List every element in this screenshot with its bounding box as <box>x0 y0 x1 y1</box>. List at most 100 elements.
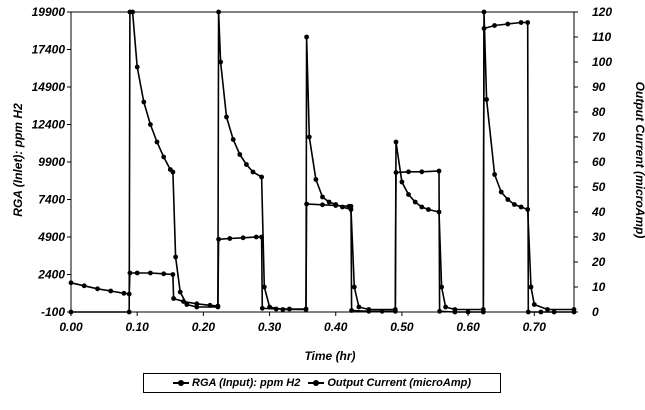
series-1-point-12 <box>177 289 183 295</box>
y2-tick-label: 0 <box>592 305 599 319</box>
series-1-point-51 <box>481 9 487 15</box>
series-1-point-60 <box>531 302 537 307</box>
series-1-point-37 <box>356 304 362 310</box>
x-axis-title: Time (hr) <box>304 349 355 363</box>
series-0-point-44 <box>505 21 511 27</box>
y2-tick-label: 100 <box>592 55 612 69</box>
series-0-point-36 <box>419 169 425 175</box>
series-1-point-39 <box>392 307 398 312</box>
series-1-point-58 <box>525 207 531 212</box>
series-0-point-43 <box>492 23 497 28</box>
y2-axis-title: Output Current (microAmp) <box>633 82 645 239</box>
series-1-point-30 <box>313 177 319 182</box>
series-1-point-56 <box>512 202 517 207</box>
series-0-point-47 <box>525 309 531 315</box>
x-tick-label: 0.50 <box>390 320 414 334</box>
series-1-point-22 <box>250 169 256 175</box>
series-1-point-31 <box>320 194 325 200</box>
y2-tick-label: 10 <box>592 280 606 294</box>
series-1-point-61 <box>545 307 550 312</box>
x-tick-label: 0.20 <box>192 320 216 334</box>
series-0-point-18 <box>240 235 246 241</box>
series-1-point-1 <box>126 309 132 315</box>
series-1-point-14 <box>194 304 200 310</box>
series-1-point-6 <box>148 122 153 127</box>
series-1-point-29 <box>306 134 312 140</box>
series-1-point-40 <box>393 139 399 145</box>
series-0-point-1 <box>81 283 87 289</box>
series-1-point-36 <box>351 284 357 290</box>
series-1-point-45 <box>426 207 431 212</box>
series-1-point-54 <box>498 189 504 195</box>
series-1-point-57 <box>518 204 524 210</box>
y-tick-label: 19900 <box>32 5 66 19</box>
series-1-point-55 <box>505 197 511 202</box>
legend-label-rga: RGA (Input): ppm H2 <box>192 377 301 389</box>
y2-tick-label: 40 <box>591 205 606 219</box>
series-1-point-16 <box>216 9 222 15</box>
series-0-point-9 <box>161 271 167 277</box>
y2-tick-label: 80 <box>592 105 606 119</box>
plot-area <box>70 11 575 313</box>
series-line-1 <box>71 11 574 313</box>
series-1-point-34 <box>340 204 345 210</box>
y-axis-title: RGA (Inlet): ppm H2 <box>11 103 25 217</box>
x-tick-label: 0.60 <box>456 320 480 334</box>
series-0-point-17 <box>227 236 233 241</box>
series-1-point-35 <box>348 207 354 212</box>
series-1-point-25 <box>267 304 272 310</box>
x-tick-label: 0.00 <box>59 320 83 334</box>
series-1-point-15 <box>215 304 221 310</box>
x-tick-label: 0.70 <box>523 320 547 334</box>
series-0-point-49 <box>551 309 557 315</box>
series-0-point-2 <box>95 286 100 292</box>
series-1-point-43 <box>412 199 418 205</box>
x-tick-label: 0.10 <box>126 320 150 334</box>
series-0-point-21 <box>259 305 265 311</box>
series-1-point-18 <box>224 114 229 120</box>
series-1-point-26 <box>280 307 286 312</box>
y2-tick-label: 70 <box>592 130 606 144</box>
y2-tick-label: 110 <box>592 30 611 44</box>
series-1-point-32 <box>326 199 332 205</box>
series-1-point-13 <box>184 302 190 307</box>
series-1-point-50 <box>480 307 486 312</box>
series-1-point-5 <box>141 99 147 105</box>
series-0-point-8 <box>148 270 153 276</box>
series-1-point-33 <box>333 202 339 207</box>
series-0-point-10 <box>170 272 176 277</box>
y2-tick-label: 60 <box>592 155 606 169</box>
series-1-point-52 <box>484 97 489 102</box>
legend-line-marker-icon <box>173 378 190 388</box>
series-1-point-42 <box>406 192 411 197</box>
series-1-point-53 <box>492 172 497 177</box>
legend-item-rga: RGA (Input): ppm H2 <box>173 377 300 389</box>
y2-tick-label: 120 <box>592 5 612 19</box>
series-0-point-7 <box>134 270 140 276</box>
y-tick-label: 4900 <box>37 230 65 244</box>
series-1-point-38 <box>366 307 372 312</box>
legend-line-marker-icon <box>308 378 325 388</box>
series-1-point-62 <box>571 307 577 312</box>
series-0-point-48 <box>538 309 544 315</box>
series-1-point-46 <box>436 209 442 215</box>
series-0-point-46 <box>525 20 531 25</box>
series-1-point-19 <box>230 137 236 142</box>
series-1-point-48 <box>443 304 448 310</box>
series-0-point-0 <box>68 280 74 286</box>
series-1-point-49 <box>452 307 458 312</box>
series-0-point-38 <box>437 308 442 314</box>
series-1-point-21 <box>244 162 249 167</box>
series-0-point-3 <box>108 288 114 294</box>
series-1-point-59 <box>528 284 534 290</box>
y2-tick-label: 90 <box>592 80 606 94</box>
y2-tick-label: 50 <box>592 180 606 194</box>
series-1-point-11 <box>173 254 179 260</box>
y-tick-label: 9900 <box>38 155 65 169</box>
series-0-point-37 <box>436 168 442 174</box>
series-1-point-4 <box>134 64 140 70</box>
y2-tick-label: 30 <box>592 230 606 244</box>
series-0-point-35 <box>406 169 411 175</box>
y-tick-label: 17400 <box>32 43 66 57</box>
